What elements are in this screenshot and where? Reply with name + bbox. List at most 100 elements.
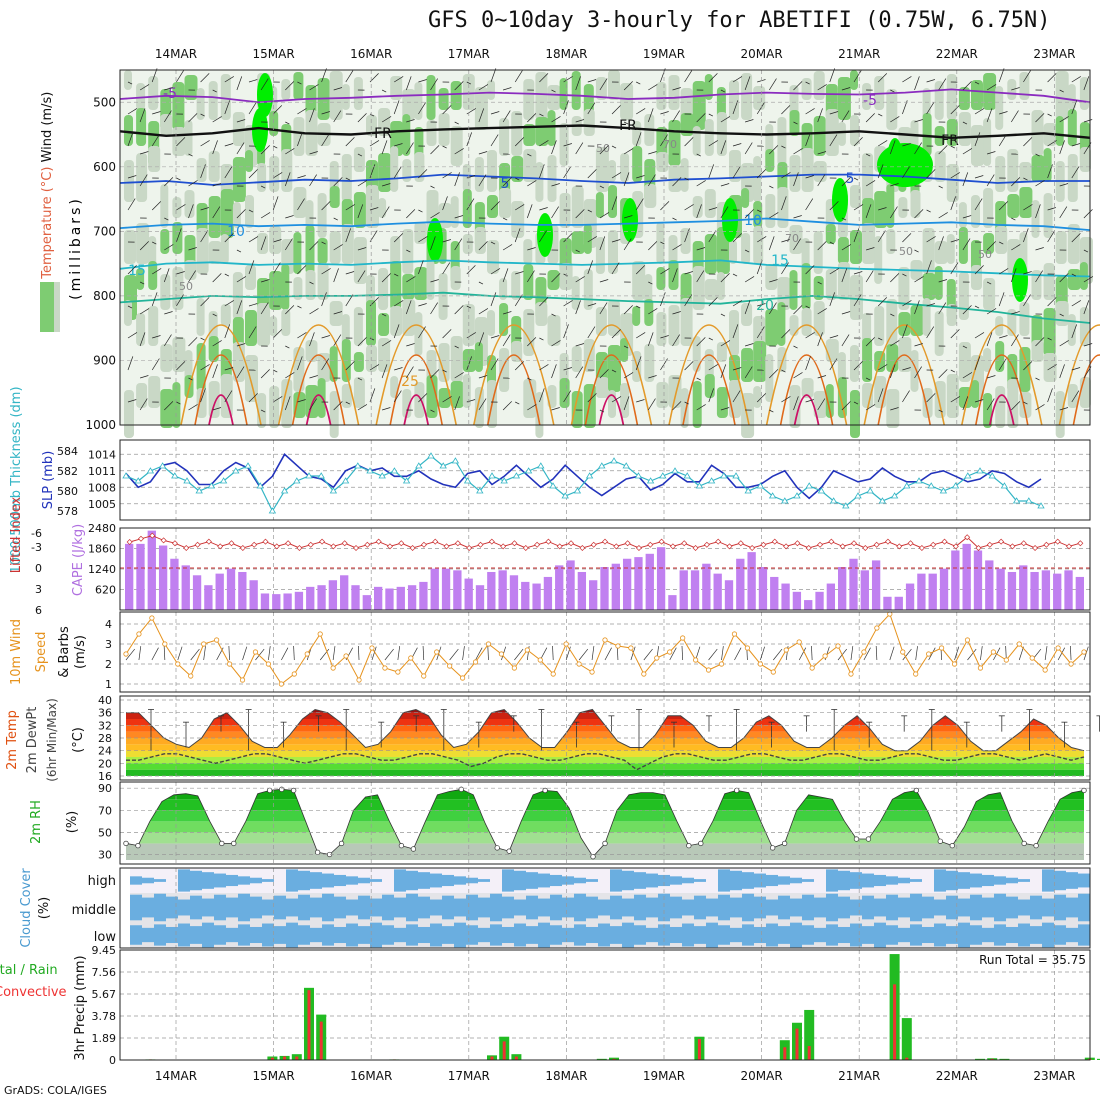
wind-barb bbox=[442, 172, 452, 179]
rh-blob bbox=[281, 264, 290, 310]
rh-blob bbox=[886, 89, 898, 130]
wind-barb bbox=[1023, 177, 1028, 181]
cloud-fill bbox=[190, 895, 203, 920]
rh-blob bbox=[825, 384, 834, 418]
wind-barb bbox=[260, 185, 266, 189]
wind-barb bbox=[684, 294, 693, 307]
rh-marker bbox=[291, 787, 297, 794]
cloud-fill bbox=[514, 870, 527, 891]
rh-blob bbox=[644, 344, 655, 382]
wind-barb bbox=[720, 116, 731, 123]
cloud-fill bbox=[802, 925, 815, 945]
y-tick-label: 30 bbox=[98, 848, 112, 861]
wind-barb bbox=[272, 196, 279, 211]
wind-barb bbox=[285, 81, 295, 91]
wind-barb bbox=[164, 177, 174, 187]
rh-marker bbox=[770, 845, 776, 851]
wind-barb bbox=[188, 113, 198, 123]
wind-barb bbox=[760, 646, 765, 661]
cloud-fill bbox=[1066, 872, 1079, 889]
wind-barb bbox=[236, 76, 243, 91]
wind-barb bbox=[926, 169, 936, 179]
cloud-fill bbox=[370, 879, 383, 882]
cape-bar bbox=[645, 553, 654, 610]
wind-barb bbox=[611, 262, 620, 275]
thickness-marker bbox=[622, 462, 630, 469]
cloud-fill bbox=[826, 869, 839, 892]
wind-barb bbox=[744, 300, 751, 315]
wind-barb bbox=[260, 212, 271, 219]
cloud-fill bbox=[1042, 869, 1055, 892]
wind-barb bbox=[357, 113, 367, 123]
wind-barb bbox=[781, 172, 791, 179]
wind-barb bbox=[139, 241, 149, 251]
precip-total-bar bbox=[804, 1009, 815, 1060]
wind-barb bbox=[297, 132, 303, 147]
wind-barb bbox=[914, 209, 924, 219]
x-tick-label-bottom: 20MAR bbox=[741, 1069, 783, 1083]
cloud-fill bbox=[442, 895, 455, 920]
cloud-fill bbox=[382, 894, 395, 921]
cape-bar bbox=[272, 594, 281, 610]
wind-barb bbox=[1011, 334, 1019, 347]
wind-barb bbox=[551, 183, 560, 187]
rh-blob bbox=[946, 164, 959, 202]
wind-barb bbox=[708, 164, 714, 179]
wind-barb bbox=[454, 121, 459, 125]
rh-blob bbox=[777, 117, 787, 166]
cloud-fill bbox=[406, 893, 419, 922]
y-tick-label: 620 bbox=[95, 584, 116, 597]
rh-blob bbox=[136, 153, 148, 202]
wind-speed-marker bbox=[201, 641, 207, 647]
rh-blob bbox=[366, 160, 378, 192]
wind-speed-marker bbox=[472, 659, 479, 665]
lifted-index-marker bbox=[703, 541, 710, 548]
wind-barb bbox=[672, 268, 678, 283]
wind-barb bbox=[478, 375, 488, 379]
cloud-fill bbox=[826, 924, 839, 946]
wind-barb bbox=[321, 292, 327, 307]
wind-barb bbox=[1071, 143, 1081, 147]
wind-barb bbox=[502, 244, 513, 251]
cloud-fill bbox=[322, 924, 335, 946]
wind-barb bbox=[850, 646, 854, 661]
wind-barb bbox=[164, 311, 173, 315]
wind-barb bbox=[393, 324, 400, 339]
wind-barb bbox=[611, 145, 617, 149]
x-tick-label-bottom: 17MAR bbox=[448, 1069, 490, 1083]
wind-barb bbox=[177, 646, 183, 661]
wind-barb bbox=[384, 648, 394, 661]
cloud-fill bbox=[622, 922, 635, 948]
thickness-marker bbox=[817, 487, 826, 494]
wind-barb bbox=[1035, 113, 1045, 123]
rh-blob bbox=[269, 156, 280, 192]
wind-barb bbox=[950, 105, 960, 115]
contour-label: 50 bbox=[596, 142, 610, 155]
rh-blob bbox=[741, 233, 751, 264]
wind-barb bbox=[357, 377, 363, 381]
rh-blob bbox=[801, 378, 814, 398]
wind-barb bbox=[732, 273, 738, 277]
rh-blob bbox=[753, 316, 766, 346]
wind-barb bbox=[224, 300, 234, 307]
wind-barb bbox=[986, 151, 996, 155]
rh-blob bbox=[1055, 71, 1069, 120]
wind-barb bbox=[212, 206, 221, 219]
wind-barb bbox=[829, 201, 839, 211]
wind-barb bbox=[1035, 247, 1044, 251]
wind-barb bbox=[636, 305, 641, 309]
rh-blob bbox=[196, 158, 207, 182]
wind-barb bbox=[466, 81, 472, 85]
wind-speed-marker bbox=[1029, 655, 1035, 661]
contour-label: 15 bbox=[128, 263, 146, 279]
wind-barb bbox=[914, 343, 923, 347]
rh-blob bbox=[499, 278, 508, 300]
wind-barb bbox=[430, 236, 436, 251]
cape-bar bbox=[985, 560, 994, 610]
wind-barb bbox=[527, 113, 537, 123]
axis-label-precip: 3hr Precip (mm) bbox=[73, 955, 88, 1060]
wind-barb bbox=[1011, 110, 1019, 123]
wind-barb bbox=[127, 198, 136, 211]
wind-barb bbox=[151, 292, 158, 307]
rh-blob bbox=[511, 341, 523, 362]
